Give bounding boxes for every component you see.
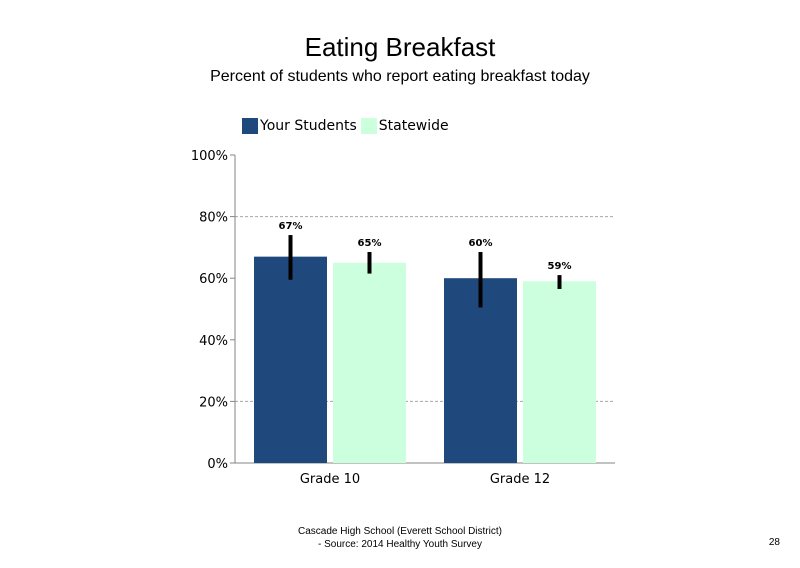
bar-your-students: [254, 256, 327, 463]
bar-statewide: [523, 281, 596, 463]
chart-title: Eating Breakfast: [304, 32, 496, 62]
footer-survey: - Source: 2014 Healthy Youth Survey: [318, 539, 482, 550]
y-tick-label: 60%: [199, 272, 228, 287]
page-number: 28: [768, 537, 780, 548]
bar-your-students: [444, 278, 517, 463]
data-label: 60%: [469, 238, 493, 249]
data-label: 67%: [279, 221, 303, 232]
bar-statewide: [333, 262, 406, 463]
footer-source: Cascade High School (Everett School Dist…: [250, 525, 550, 551]
legend-swatch-statewide: [360, 118, 377, 134]
y-tick-label: 100%: [191, 149, 228, 164]
y-tick-label: 0%: [207, 457, 228, 472]
y-tick-label: 20%: [199, 395, 228, 410]
footer-school: Cascade High School (Everett School Dist…: [298, 526, 502, 537]
data-label: 59%: [548, 261, 572, 272]
legend: Your Students Statewide: [242, 117, 453, 135]
legend-label-statewide: Statewide: [378, 118, 449, 134]
x-tick-label: Grade 10: [300, 472, 360, 487]
legend-item-statewide: Statewide: [360, 118, 449, 134]
chart-subtitle: Percent of students who report eating br…: [210, 68, 590, 85]
x-tick-label: Grade 12: [490, 472, 550, 487]
data-label: 65%: [358, 238, 382, 249]
legend-swatch-your-students: [242, 118, 258, 134]
legend-label-your-students: Your Students: [260, 118, 357, 134]
y-tick-label: 40%: [199, 334, 228, 349]
legend-item-your-students: Your Students: [242, 118, 357, 134]
y-tick-label: 80%: [199, 211, 228, 226]
